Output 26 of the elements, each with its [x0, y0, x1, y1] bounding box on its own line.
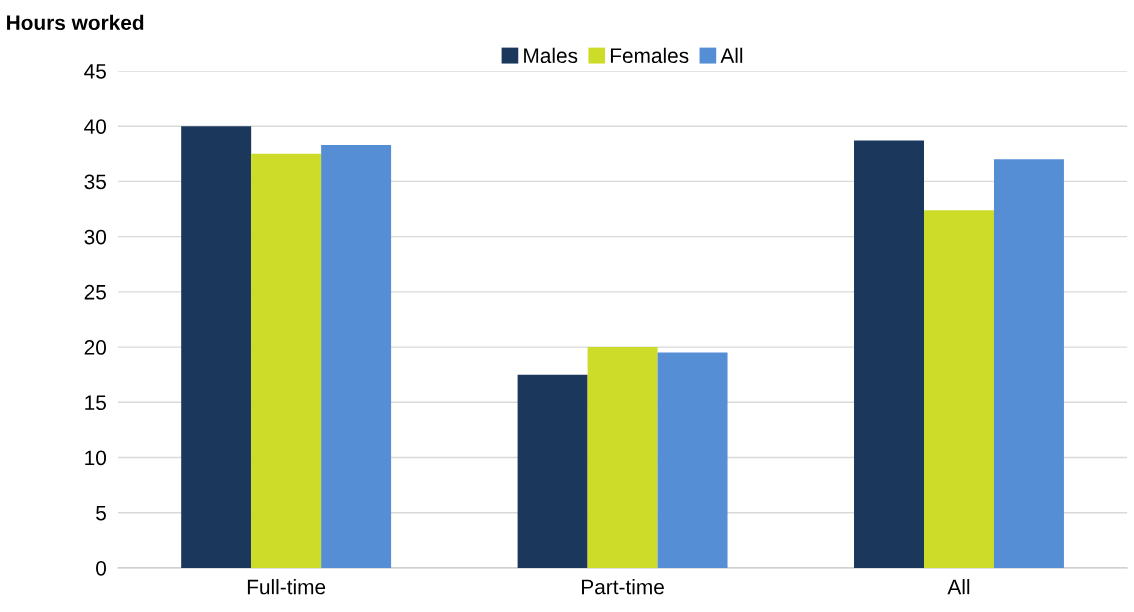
x-tick-label: Part-time: [582, 579, 664, 595]
x-tick-label: Full-time: [247, 579, 326, 595]
y-tick-label: 45: [84, 64, 106, 79]
legend-label: Females: [610, 47, 689, 64]
y-tick-label: 35: [84, 174, 106, 190]
bar: [993, 159, 1064, 568]
bar: [854, 140, 924, 568]
legend-label: Males: [524, 47, 578, 64]
bar: [657, 352, 728, 568]
y-tick-label: 30: [84, 229, 107, 245]
bar: [517, 374, 588, 568]
bar: [321, 144, 392, 568]
y-tick-label: 40: [84, 119, 107, 134]
y-tick-label: 10: [85, 450, 107, 466]
bar: [924, 210, 994, 568]
bar: [587, 347, 658, 568]
legend-label: All: [720, 47, 743, 63]
y-tick-label: 15: [85, 395, 106, 411]
y-tick-label: 0: [96, 560, 107, 576]
x-tick-label: All: [947, 579, 970, 595]
y-tick-label: 25: [84, 284, 106, 300]
y-tick-label: 20: [84, 340, 107, 355]
y-tick-label: 5: [96, 505, 106, 521]
bar: [181, 126, 252, 568]
bar: [251, 153, 322, 568]
y-axis-title: Hours worked: [7, 14, 144, 31]
